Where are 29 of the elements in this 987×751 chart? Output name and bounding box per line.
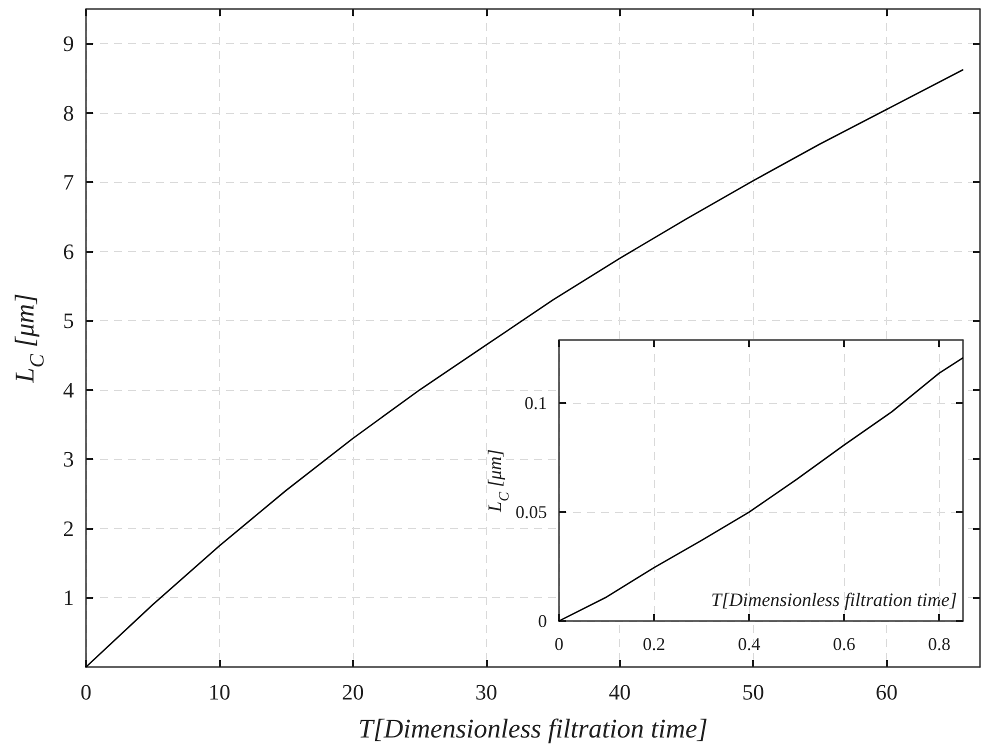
y-tick-label: 0 <box>538 611 547 631</box>
y-tick-label: 6 <box>63 238 74 264</box>
x-tick-label: 60 <box>876 680 898 704</box>
line-series <box>85 69 964 668</box>
y-tick-label: 3 <box>63 446 74 472</box>
x-tick-label: 40 <box>608 680 631 704</box>
x-tick-label: 0 <box>80 680 92 704</box>
x-tick-label: 0 <box>554 634 564 654</box>
x-tick-label: 0.4 <box>738 634 760 654</box>
y-tick-label: 0.05 <box>516 502 547 522</box>
x-tick-label: 0.2 <box>642 634 666 654</box>
y-tick-label: 5 <box>63 308 74 334</box>
y-axis-title: LC [μm] <box>484 449 513 513</box>
x-tick-label: 20 <box>342 680 364 704</box>
x-tick-label: 30 <box>475 680 498 704</box>
x-axis-title: T[Dimensionless filtration time] <box>358 714 708 744</box>
y-axis-title: LC [μm] <box>10 293 48 384</box>
y-tick-label: 2 <box>63 516 74 541</box>
y-tick-label: 9 <box>63 31 74 56</box>
x-tick-label: 0.6 <box>832 634 856 654</box>
y-tick-label: 8 <box>63 100 74 126</box>
y-tick-label: 4 <box>63 377 74 402</box>
y-tick-label: 1 <box>63 585 74 610</box>
x-tick-label: 10 <box>208 680 230 704</box>
x-tick-label: 0.8 <box>928 634 950 654</box>
x-axis-title: T[Dimensionless filtration time] <box>711 590 958 611</box>
y-tick-label: 7 <box>63 170 74 195</box>
y-tick-label: 0.1 <box>524 393 547 414</box>
x-tick-label: 50 <box>742 680 764 704</box>
